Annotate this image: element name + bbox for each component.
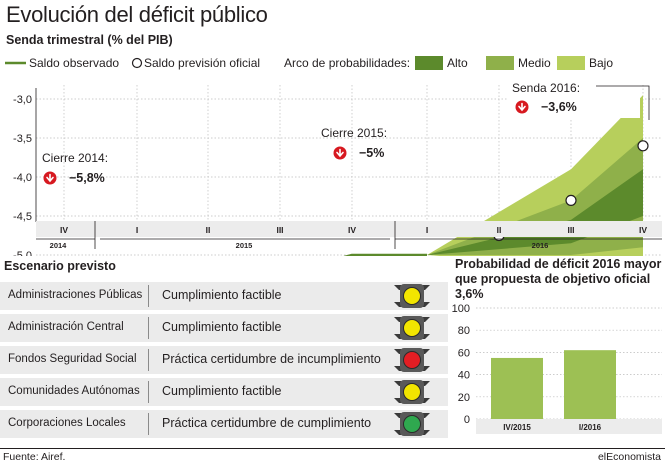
legend-swatch-forecast <box>131 57 143 69</box>
x-tick-label: III <box>567 225 574 235</box>
page-title: Evolución del déficit público <box>6 2 268 27</box>
footer-divider <box>0 448 665 449</box>
traffic-light-lamp <box>403 287 421 305</box>
source-note: Fuente: Airef. <box>3 451 66 463</box>
year-label: 2014 <box>50 241 68 250</box>
x-axis-band <box>36 221 662 237</box>
bar-y-tick-label: 100 <box>452 303 470 315</box>
y-tick-label: -4,5 <box>13 211 32 223</box>
year-label: 2015 <box>236 241 253 250</box>
row-divider <box>148 413 149 435</box>
x-tick-label: IV <box>60 225 68 235</box>
scenario-entity: Fondos Seguridad Social <box>8 353 137 365</box>
traffic-light-icon <box>394 284 430 308</box>
legend-label-forecast: Saldo previsión oficial <box>144 56 260 70</box>
forecast-point <box>565 194 577 206</box>
annotation-label: Cierre 2014: <box>42 151 108 165</box>
annotation-value: −3,6% <box>541 100 577 114</box>
y-tick-label: -3,0 <box>13 94 32 106</box>
annotation-leader <box>596 85 650 120</box>
deficit-line-chart: -3,0-3,5-4,0-4,5-5,0-5,5-6,0 IVIIIIIIIVI… <box>5 56 662 256</box>
chart-annotations: Cierre 2014: −5,8% Cierre 2015: −5% Senda 20… <box>42 78 650 185</box>
x-tick-label: IV <box>639 225 647 235</box>
x-tick-label: II <box>497 225 502 235</box>
annotation-bg <box>508 78 640 118</box>
forecast-point <box>637 140 649 152</box>
bar-y-tick-label: 80 <box>458 325 470 337</box>
bar-category-label: I/2016 <box>579 423 602 432</box>
bar-category-label: IV/2015 <box>503 423 531 432</box>
bar-y-tick-label: 20 <box>458 392 470 404</box>
x-tick-label: II <box>206 225 211 235</box>
annotation-value: −5,8% <box>69 171 105 185</box>
scenario-entity: Administraciones Públicas <box>8 289 143 301</box>
down-arrow-glyph <box>46 173 54 183</box>
bar-y-tick-label: 60 <box>458 347 470 359</box>
year-label: 2016 <box>532 241 549 250</box>
annotation-value: −5% <box>359 146 384 160</box>
scenario-row: Administración Central Cumplimiento facti… <box>0 314 448 342</box>
legend-swatch-low <box>557 56 585 70</box>
legend-label-medium: Medio <box>518 56 551 70</box>
down-arrow-glyph <box>336 148 344 158</box>
traffic-light-lamp <box>403 319 421 337</box>
chart-lines <box>343 253 427 256</box>
scenario-status: Cumplimiento factible <box>162 288 282 302</box>
row-divider <box>148 285 149 307</box>
legend-label-low: Bajo <box>589 56 613 70</box>
x-tick-label: I <box>426 225 428 235</box>
scenario-entity: Comunidades Autónomas <box>8 385 140 397</box>
annotation-label: Cierre 2015: <box>321 126 387 140</box>
legend-swatch-medium <box>486 56 514 70</box>
traffic-light-icon <box>394 348 430 372</box>
traffic-light-icon <box>394 380 430 404</box>
scenario-row: Administraciones Públicas Cumplimiento fa… <box>0 282 448 310</box>
traffic-light-icon <box>394 316 430 340</box>
probability-bar-chart: 0 20 40 60 80 100 IV/2015 I/2016 <box>452 303 662 434</box>
legend-label-observed: Saldo observado <box>29 56 119 70</box>
legend-label-high: Alto <box>447 56 468 70</box>
x-tick-label: III <box>276 225 283 235</box>
y-tick-label: -5,0 <box>13 250 32 256</box>
scenario-row: Comunidades Autónomas Cumplimiento factib… <box>0 378 448 406</box>
traffic-light-lamp <box>403 383 421 401</box>
traffic-light-icon <box>394 412 430 436</box>
brand-logo-text: elEconomista <box>597 451 661 463</box>
bar <box>491 357 543 419</box>
scenario-status: Cumplimiento factible <box>162 320 282 334</box>
probability-chart-title: Probabilidad de déficit 2016 mayor que p… <box>455 257 662 301</box>
legend-swatch-high <box>415 56 443 70</box>
scenario-status: Práctica certidumbre de incumplimiento <box>162 352 381 366</box>
bar-y-tick-label: 0 <box>464 414 470 426</box>
scenario-row: Fondos Seguridad Social Práctica certidum… <box>0 346 448 374</box>
row-divider <box>148 381 149 403</box>
x-tick-label: I <box>136 225 138 235</box>
down-arrow-glyph <box>518 102 526 112</box>
bar-y-tick-label: 40 <box>458 370 470 382</box>
chart-legend: Saldo observado Saldo previsión oficial Ar… <box>5 56 613 70</box>
traffic-light-lamp <box>403 351 421 369</box>
scenario-status: Práctica certidumbre de cumplimiento <box>162 416 372 430</box>
row-divider <box>148 349 149 371</box>
y-tick-label: -3,5 <box>13 133 32 145</box>
scenario-table: Administraciones Públicas Cumplimiento fa… <box>0 282 448 442</box>
legend-arc-title: Arco de probabilidades: <box>284 56 410 70</box>
y-axis-ticks: -3,0-3,5-4,0-4,5-5,0-5,5-6,0 <box>13 94 32 256</box>
scenario-entity: Corporaciones Locales <box>8 417 126 429</box>
x-tick-label: IV <box>348 225 356 235</box>
scenario-entity: Administración Central <box>8 321 124 333</box>
traffic-light-lamp <box>403 415 421 433</box>
scenario-status: Cumplimiento factible <box>162 384 282 398</box>
bar <box>564 350 616 419</box>
scenario-title: Escenario previsto <box>4 259 116 273</box>
y-tick-label: -4,0 <box>13 172 32 184</box>
row-divider <box>148 317 149 339</box>
chart-subtitle: Senda trimestral (% del PIB) <box>6 33 173 47</box>
annotation-label: Senda 2016: <box>512 81 580 95</box>
bar-x-axis-band <box>476 419 662 434</box>
series-line-observed <box>343 253 427 256</box>
scenario-row: Corporaciones Locales Práctica certidumbr… <box>0 410 448 438</box>
